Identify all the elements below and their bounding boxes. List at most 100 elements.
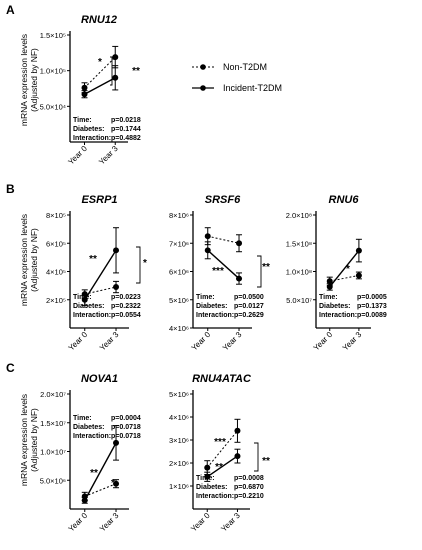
significance-label: ** [90, 468, 98, 479]
stat-label-time: Time: [73, 294, 92, 301]
stat-label-diabetes: Diabetes: [196, 303, 228, 310]
y-tick-label: 5×10⁶ [169, 390, 189, 399]
ylabel-b-line1: mRNA expression levels [19, 214, 29, 306]
ylabel-c-line1: mRNA expression levels [19, 394, 29, 486]
chart-rnu6: RNU6 5.0×10⁷ 1.0×10⁸ 1.5×10⁸ 2.0×10⁸ Year 0 Ye… [286, 194, 387, 353]
y-tick-label: 5×10⁶ [169, 296, 189, 305]
series-line-non-t2dm [84, 483, 117, 497]
significance-label: * [98, 57, 102, 68]
data-point-incident-t2dm [113, 247, 120, 254]
data-point-non-t2dm [326, 278, 333, 285]
x-tick-label: Year 3 [98, 330, 121, 353]
data-point-non-t2dm [112, 54, 119, 61]
x-tick-label: Year 3 [221, 330, 244, 353]
significance-label: *** [212, 266, 224, 277]
panel-letter-c: C [6, 361, 15, 375]
y-tick-label: 1.0×10⁵ [40, 67, 66, 76]
y-tick-label: 1.5×10⁵ [40, 31, 66, 40]
x-tick-label: Year 0 [67, 330, 90, 353]
data-point-non-t2dm [81, 84, 88, 91]
series-line-incident-t2dm [84, 249, 117, 301]
significance-label: * [143, 258, 147, 269]
x-tick-label: Year 3 [98, 511, 121, 534]
y-tick-label: 4×10⁶ [169, 324, 189, 333]
ylabel-c-line2: (Adjusted by NF) [29, 408, 39, 472]
significance-label: ** [132, 66, 140, 77]
series-line-incident-t2dm [206, 455, 238, 478]
data-point-non-t2dm [234, 427, 241, 434]
y-tick-label: 5.0×10⁶ [40, 476, 66, 485]
stat-label-interaction: Interaction: [73, 135, 111, 142]
y-tick-label: 8×10⁶ [169, 211, 189, 220]
stat-label-time: Time: [73, 117, 92, 124]
chart-srsf6: SRSF6 4×10⁶ 5×10⁶ 6×10⁶ 7×10⁶ 8×10⁶ Year 0 Year… [169, 194, 270, 353]
chart-title: NOVA1 [81, 373, 118, 385]
x-tick-label: Year 3 [97, 144, 120, 167]
y-tick-label: 2×10⁶ [169, 459, 189, 468]
series-line-non-t2dm [207, 235, 240, 244]
series-line-non-t2dm [84, 286, 117, 295]
data-point-incident-t2dm [204, 473, 211, 480]
data-point-incident-t2dm [112, 74, 119, 81]
y-tick-label: 2.0×10⁷ [40, 390, 66, 399]
data-point-non-t2dm [236, 240, 243, 247]
y-tick-label: 1×10⁶ [169, 482, 189, 491]
x-tick-label: Year 0 [66, 144, 89, 167]
stat-value-interaction: p=0.0718 [111, 433, 141, 440]
stat-label-diabetes: Diabetes: [319, 303, 351, 310]
significance-label: ** [89, 254, 97, 265]
data-point-non-t2dm [113, 284, 120, 291]
data-point-incident-t2dm [236, 275, 243, 282]
chart-title: RNU4ATAC [192, 373, 252, 385]
legend-incident-t2dm-label: Incident-T2DM [223, 83, 282, 93]
stat-value-time: p=0.0218 [111, 117, 141, 124]
y-tick-label: 3×10⁶ [169, 436, 189, 445]
data-point-non-t2dm [204, 233, 211, 240]
ylabel-b-line2: (Adjusted by NF) [29, 228, 39, 292]
stat-label-interaction: Interaction: [196, 312, 234, 319]
y-tick-label: 6×10⁵ [46, 239, 66, 248]
ylabel-a-line2: (Adjusted by NF) [29, 48, 39, 112]
stat-value-interaction: p=0.0554 [111, 312, 141, 319]
stat-value-time: p=0.0004 [111, 415, 141, 422]
significance-bracket [136, 246, 141, 284]
stat-label-diabetes: Diabetes: [73, 303, 105, 310]
significance-bracket [257, 255, 262, 288]
series-line-incident-t2dm [84, 77, 116, 95]
panel-letter-a: A [6, 3, 15, 17]
y-tick-label: 1.0×10⁸ [286, 268, 312, 277]
significance-label: * [111, 478, 115, 489]
data-point-incident-t2dm [355, 247, 362, 254]
chart-title: RNU6 [329, 194, 360, 206]
stat-value-time: p=0.0005 [357, 294, 387, 301]
stat-value-diabetes: p=0.1744 [111, 126, 141, 133]
y-tick-label: 5.0×10⁷ [286, 296, 312, 305]
significance-bracket [254, 442, 259, 472]
y-tick-label: 8×10⁵ [46, 211, 66, 220]
stat-label-interaction: Interaction: [73, 312, 111, 319]
y-tick-label: 6×10⁶ [169, 268, 189, 277]
data-point-incident-t2dm [326, 283, 333, 290]
stat-value-time: p=0.0008 [234, 475, 264, 482]
data-point-incident-t2dm [81, 296, 88, 303]
data-point-non-t2dm [204, 464, 211, 471]
data-point-incident-t2dm [234, 453, 241, 460]
series-line-incident-t2dm [84, 442, 117, 501]
stat-value-interaction: p=0.0089 [357, 312, 387, 319]
stat-label-interaction: Interaction: [73, 433, 111, 440]
stat-label-interaction: Interaction: [196, 493, 234, 500]
data-point-incident-t2dm [204, 247, 211, 254]
significance-label: * [346, 264, 350, 275]
significance-label: ** [262, 456, 270, 467]
ylabel-a-line1: mRNA expression levels [19, 34, 29, 126]
stat-value-interaction: p=0.2210 [234, 493, 264, 500]
x-tick-label: Year 0 [189, 511, 212, 534]
stat-value-interaction: p=0.4882 [111, 135, 141, 142]
stat-label-time: Time: [73, 415, 92, 422]
x-tick-label: Year 3 [341, 330, 364, 353]
series-line-incident-t2dm [207, 249, 240, 280]
stat-value-diabetes: p=0.2322 [111, 303, 141, 310]
